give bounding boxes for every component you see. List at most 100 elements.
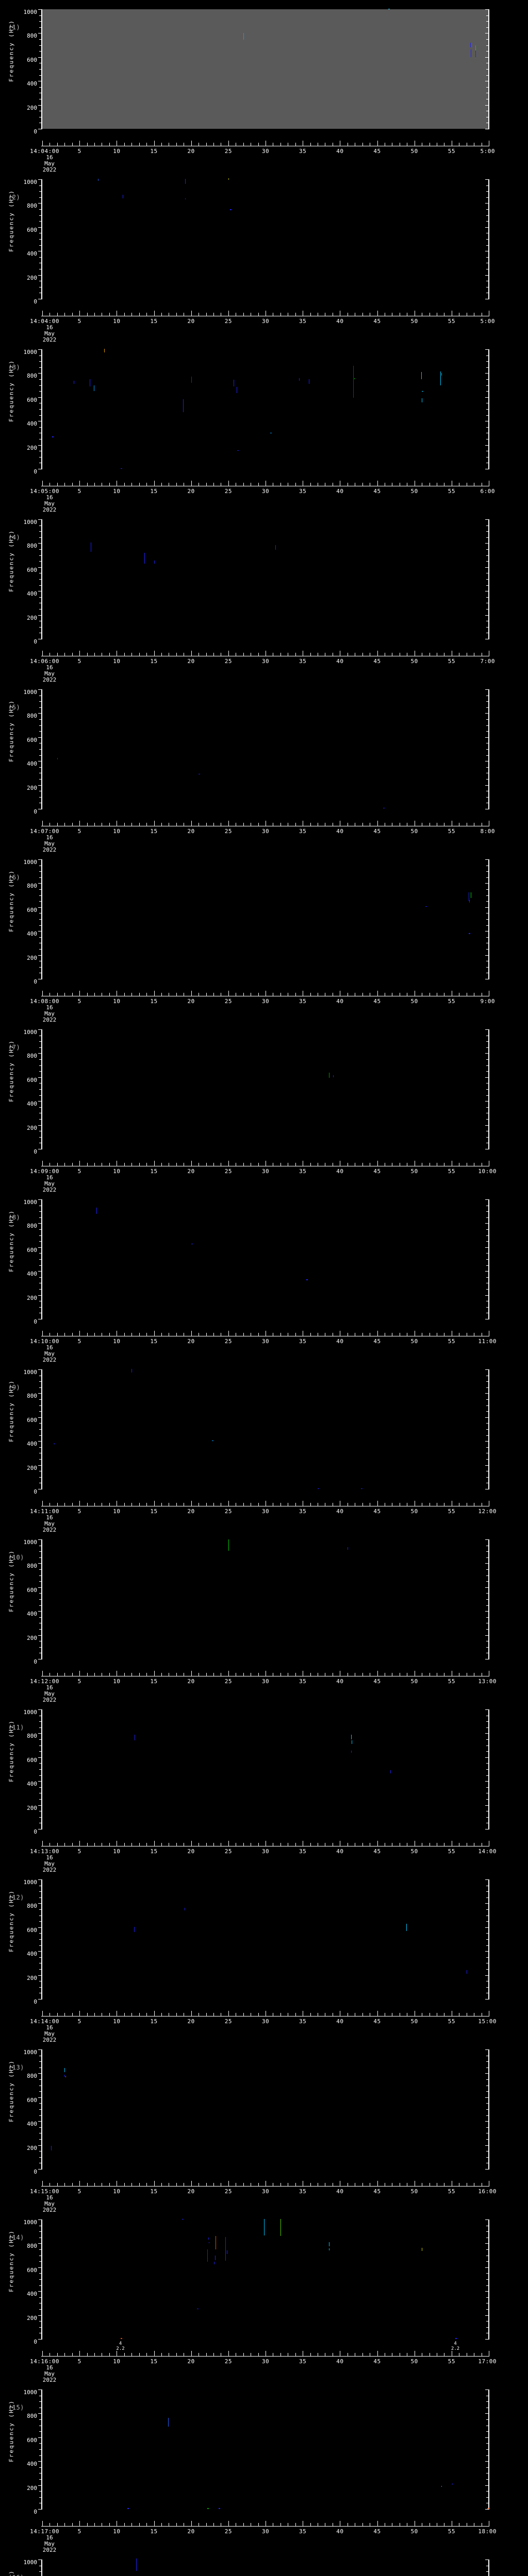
y-tick-minor-right <box>486 2061 489 2062</box>
x-tick-minor <box>310 823 311 826</box>
y-tick-minor <box>39 719 42 720</box>
y-tick-minor <box>39 1599 42 1600</box>
y-tick-major-right <box>485 543 489 544</box>
x-axis-label: 30 <box>261 2188 270 2195</box>
y-tick-major-right <box>485 883 489 884</box>
y-tick-minor-right <box>486 925 489 926</box>
x-axis-label: 14:04:00 <box>30 148 60 155</box>
y-tick-major-right <box>485 2339 489 2340</box>
x-tick-minor <box>87 1163 88 1166</box>
x-tick-minor <box>161 993 162 996</box>
y-tick-minor <box>39 1477 42 1478</box>
y-tick-minor-right <box>486 15 489 16</box>
y-axis-label: 600 <box>0 1924 37 1934</box>
x-tick-minor <box>131 2353 133 2356</box>
panel-number: (4) <box>8 534 21 541</box>
y-tick-major <box>38 567 42 568</box>
y-tick-minor-right <box>486 1575 489 1576</box>
y-tick-minor-right <box>486 731 489 732</box>
x-tick-major <box>377 141 378 146</box>
x-tick-minor <box>280 1673 281 1676</box>
data-trace <box>451 2483 453 2485</box>
y-tick-minor-right <box>486 191 489 192</box>
x-axis-label: 15 <box>150 1508 158 1515</box>
plot-area <box>42 2219 489 2339</box>
y-tick-minor-right <box>486 2109 489 2110</box>
y-axis-label-text: 400 <box>27 760 37 768</box>
x-tick-minor <box>139 1163 140 1166</box>
x-tick-minor <box>280 2353 281 2356</box>
x-tick-minor <box>258 653 259 656</box>
y-tick-minor-right <box>486 1089 489 1090</box>
x-tick-major <box>228 311 229 316</box>
x-tick-minor <box>94 1843 95 1846</box>
y-tick-minor-right <box>486 2479 489 2480</box>
y-tick-minor <box>39 1229 42 1230</box>
x-tick-minor <box>295 1333 296 1336</box>
x-tick-minor <box>139 653 140 656</box>
x-tick-minor <box>87 2353 88 2356</box>
x-tick-major <box>42 1671 43 1676</box>
x-axis-label: 14:15:00 <box>30 2188 60 2195</box>
x-tick-minor <box>139 143 140 146</box>
x-axis-label: 14:04:00 <box>30 318 60 325</box>
x-tick-minor <box>310 313 311 316</box>
date-line: May <box>44 1010 55 1017</box>
y-axis-label-text: 0 <box>34 2168 37 2175</box>
y-axis-label-text: 1000 <box>23 1879 38 1886</box>
data-trace <box>354 378 355 380</box>
x-tick-minor <box>243 2353 244 2356</box>
x-tick-major <box>228 651 229 656</box>
x-tick-minor <box>109 1843 110 1846</box>
x-axis-label: 5:00 <box>480 148 495 155</box>
x-tick-minor <box>64 2523 65 2526</box>
y-axis-label: 1000 <box>0 2216 38 2226</box>
y-tick-minor-right <box>486 1751 489 1752</box>
spectrogram-panel: 0 200 400 600 800 1000 Frequency (Hz) (8) 14:10:… <box>0 1190 528 1363</box>
y-tick-minor-right <box>486 1921 489 1922</box>
y-tick-minor <box>39 1041 42 1042</box>
y-tick-minor <box>39 1107 42 1108</box>
y-tick-minor <box>39 749 42 750</box>
x-tick-minor <box>57 1673 58 1676</box>
x-tick-minor <box>109 1163 110 1166</box>
y-tick-minor <box>39 2079 42 2080</box>
y-tick-minor-right <box>486 2467 489 2468</box>
y-tick-minor <box>39 1647 42 1648</box>
date-line: 16 <box>46 664 53 671</box>
x-tick-minor <box>280 2523 281 2526</box>
y-tick-minor-right <box>486 1399 489 1400</box>
x-tick-major <box>377 2011 378 2016</box>
x-axis-label: 10 <box>113 148 121 155</box>
x-tick-minor <box>146 993 147 996</box>
date-line: May <box>44 1180 55 1187</box>
y-tick-minor <box>39 1969 42 1970</box>
y-axis-label-text: 600 <box>27 736 37 743</box>
spectrogram-panel: 0 200 400 600 800 1000 Frequency (Hz) (12) 14:14… <box>0 1870 528 2043</box>
x-tick-minor <box>213 2523 214 2526</box>
y-tick-major <box>38 1951 42 1952</box>
x-tick-major <box>154 481 155 486</box>
y-axis-label: 600 <box>0 564 37 574</box>
data-trace <box>96 1208 97 1214</box>
panel-number: (10) <box>8 1554 24 1561</box>
y-axis-label: 1000 <box>0 1706 38 1716</box>
y-tick-minor-right <box>486 967 489 968</box>
y-tick-major-right <box>485 2097 489 2098</box>
x-tick-minor <box>310 1843 311 1846</box>
x-axis-label: 10 <box>113 1678 121 1685</box>
x-tick-minor <box>161 313 162 316</box>
y-tick-minor <box>39 2127 42 2128</box>
plot-area <box>42 1539 489 1659</box>
y-tick-minor <box>39 2115 42 2116</box>
x-axis-label: 30 <box>261 828 270 835</box>
y-tick-major <box>38 1369 42 1370</box>
y-tick-minor <box>39 2273 42 2274</box>
date-line: May <box>44 2200 55 2207</box>
x-axis-label: 20 <box>187 2358 195 2365</box>
x-axis-label: 50 <box>410 1848 418 1855</box>
data-trace <box>441 2485 442 2487</box>
y-tick-major-right <box>485 1295 489 1296</box>
x-axis-label: 20 <box>187 1848 195 1855</box>
